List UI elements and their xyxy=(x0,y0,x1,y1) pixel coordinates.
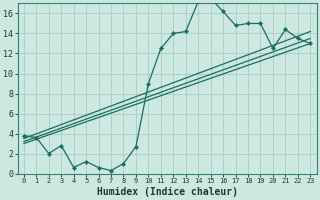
X-axis label: Humidex (Indice chaleur): Humidex (Indice chaleur) xyxy=(97,186,237,197)
